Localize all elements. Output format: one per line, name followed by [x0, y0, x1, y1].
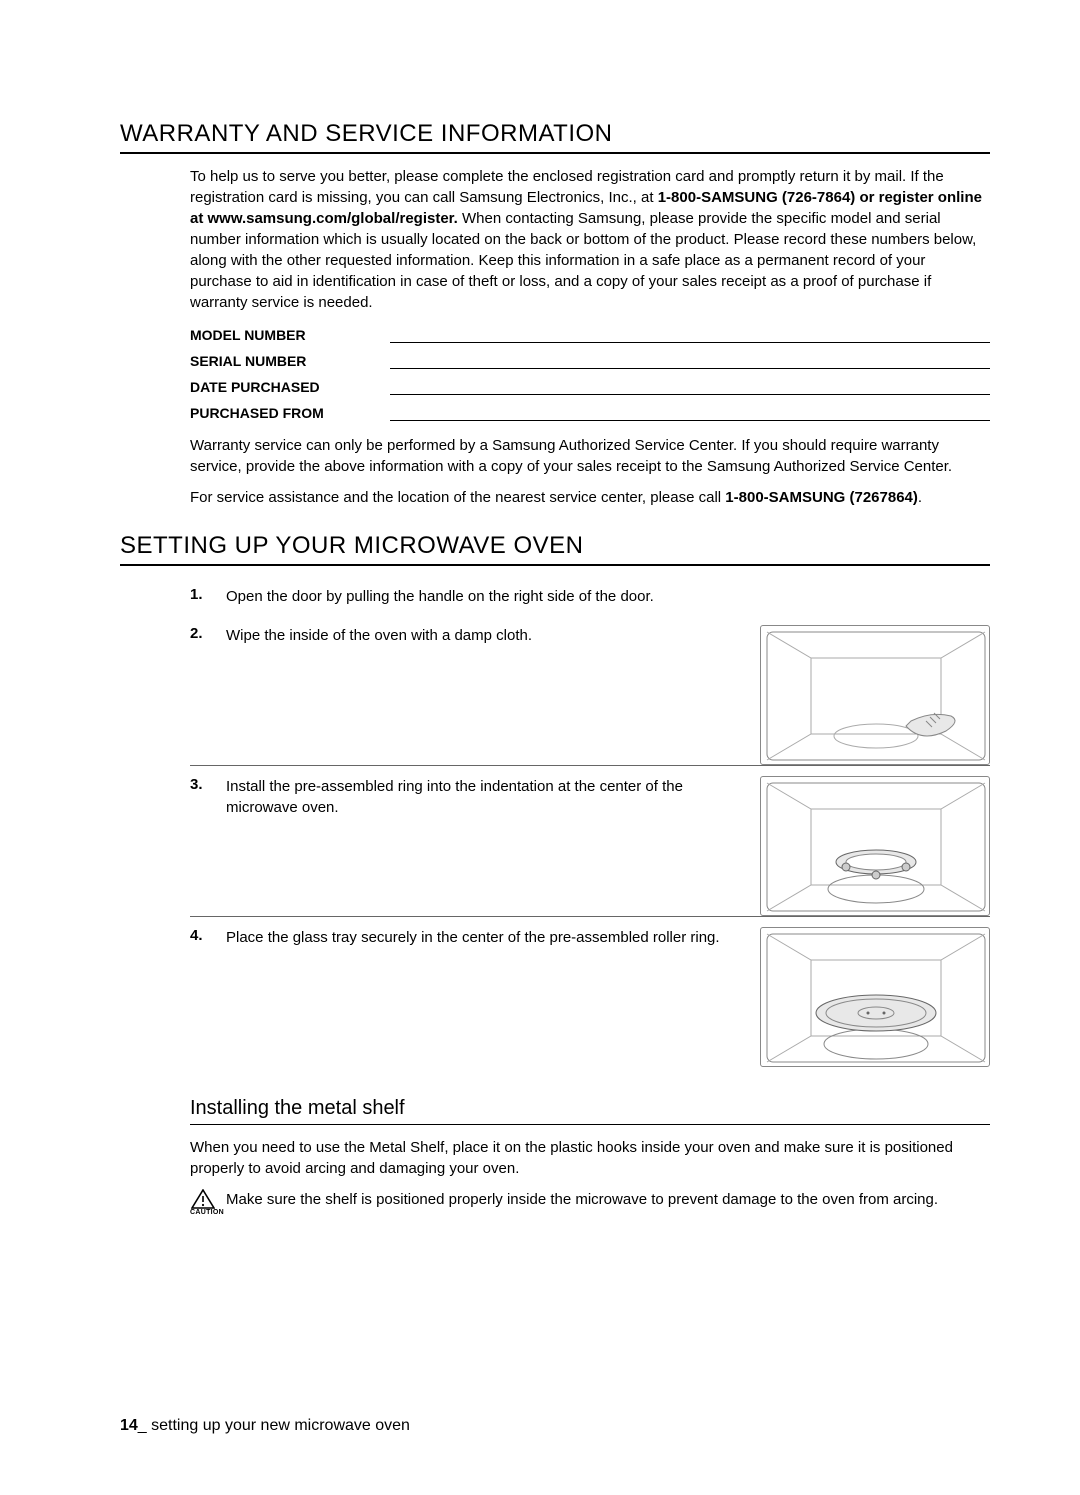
- caution-label: CAUTION: [190, 1209, 216, 1216]
- step-text: Install the pre-assembled ring into the …: [226, 776, 746, 916]
- field-label-model: MODEL NUMBER: [190, 327, 390, 343]
- field-line: [390, 381, 990, 395]
- step-text: Wipe the inside of the oven with a damp …: [226, 625, 746, 765]
- table-row: MODEL NUMBER: [190, 327, 990, 343]
- step-number: 2.: [190, 625, 212, 765]
- step-number: 3.: [190, 776, 212, 916]
- caution-icon: CAUTION: [190, 1189, 216, 1216]
- field-label-date: DATE PURCHASED: [190, 379, 390, 395]
- warranty-p3-a: For service assistance and the location …: [190, 489, 725, 506]
- field-label-from: PURCHASED FROM: [190, 405, 390, 421]
- setup-heading: SETTING UP YOUR MICROWAVE OVEN: [120, 532, 990, 566]
- page-number: 14: [120, 1417, 138, 1434]
- list-item: 3. Install the pre-assembled ring into t…: [190, 765, 990, 916]
- field-line: [390, 407, 990, 421]
- setup-steps-list: 1. Open the door by pulling the handle o…: [190, 578, 990, 1077]
- metal-shelf-heading: Installing the metal shelf: [190, 1097, 990, 1125]
- table-row: SERIAL NUMBER: [190, 353, 990, 369]
- field-label-serial: SERIAL NUMBER: [190, 353, 390, 369]
- caution-block: CAUTION Make sure the shelf is positione…: [190, 1189, 990, 1216]
- warranty-p3-b: .: [918, 489, 922, 506]
- warranty-paragraph-1: To help us to serve you better, please c…: [190, 166, 990, 313]
- warranty-paragraph-3: For service assistance and the location …: [190, 487, 990, 508]
- table-row: DATE PURCHASED: [190, 379, 990, 395]
- illustration-glass-tray: [760, 927, 990, 1067]
- warranty-paragraph-2: Warranty service can only be performed b…: [190, 435, 990, 477]
- footer-sep: _: [138, 1417, 151, 1434]
- field-line: [390, 355, 990, 369]
- list-item: 2. Wipe the inside of the oven with a da…: [190, 617, 990, 765]
- list-item: 4. Place the glass tray securely in the …: [190, 916, 990, 1077]
- step-text: Open the door by pulling the handle on t…: [226, 586, 990, 607]
- step-number: 1.: [190, 586, 212, 607]
- list-item: 1. Open the door by pulling the handle o…: [190, 578, 990, 617]
- warranty-p3-bold: 1-800-SAMSUNG (7267864): [725, 489, 918, 506]
- warranty-heading: WARRANTY AND SERVICE INFORMATION: [120, 120, 990, 154]
- running-head: setting up your new microwave oven: [151, 1417, 410, 1434]
- step-number: 4.: [190, 927, 212, 1067]
- product-info-table: MODEL NUMBER SERIAL NUMBER DATE PURCHASE…: [190, 327, 990, 421]
- illustration-install-ring: [760, 776, 990, 916]
- caution-text: Make sure the shelf is positioned proper…: [226, 1189, 990, 1216]
- field-line: [390, 329, 990, 343]
- page-footer: 14_ setting up your new microwave oven: [120, 1417, 410, 1435]
- illustration-wipe-oven: [760, 625, 990, 765]
- step-text: Place the glass tray securely in the cen…: [226, 927, 746, 1067]
- metal-shelf-paragraph: When you need to use the Metal Shelf, pl…: [190, 1137, 990, 1179]
- table-row: PURCHASED FROM: [190, 405, 990, 421]
